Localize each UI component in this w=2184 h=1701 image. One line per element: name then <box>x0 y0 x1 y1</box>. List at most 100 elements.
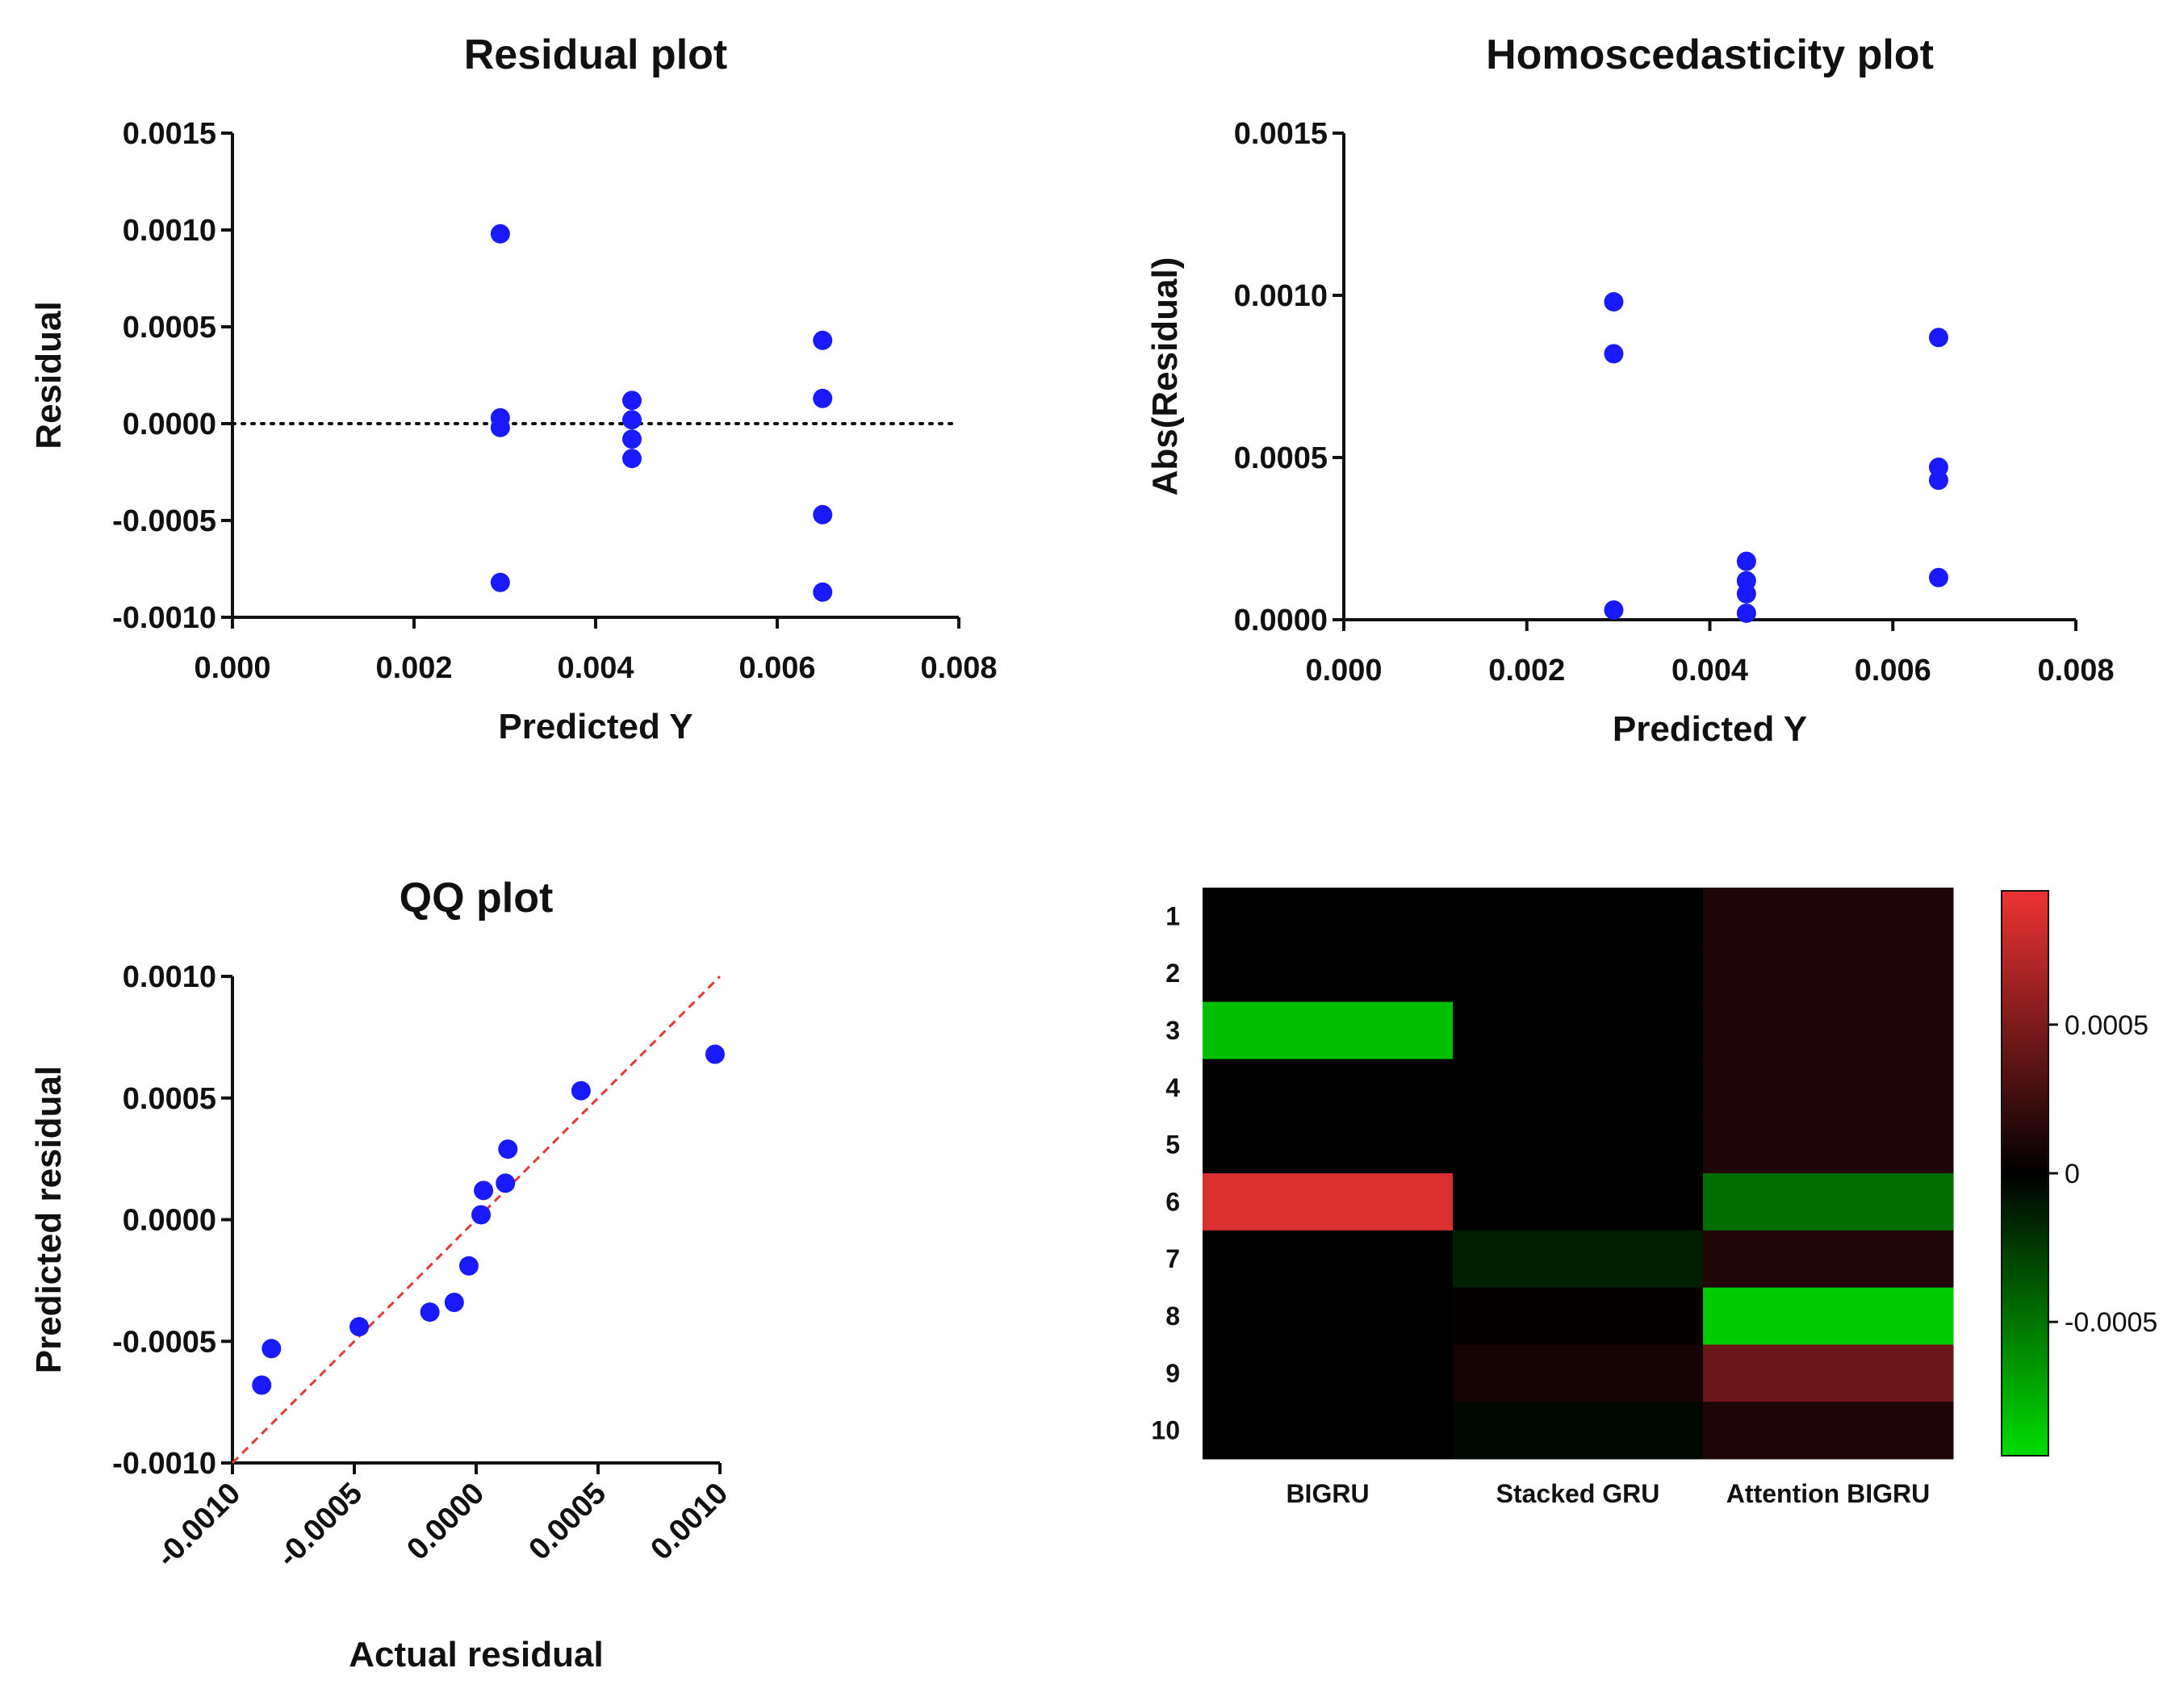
residual-point <box>622 391 642 411</box>
qq-plot-panel: QQ plot-0.0010-0.00050.00000.00050.0010-… <box>29 875 734 1674</box>
residual-x-tick-label: 0.000 <box>194 651 270 685</box>
residual-point <box>490 572 510 592</box>
residual-point <box>813 582 833 602</box>
homoscedasticity-point <box>1928 470 1948 491</box>
residual-y-tick-label: 0.0010 <box>123 214 216 248</box>
residual-point <box>490 224 510 244</box>
homoscedasticity-point <box>1604 600 1624 620</box>
heatmap-cell <box>1203 944 1454 1003</box>
qq-x-tick-label: 0.0000 <box>400 1477 491 1567</box>
qq-x-tick-label: 0.0010 <box>644 1477 734 1567</box>
heatmap-cell <box>1453 1287 1704 1345</box>
residual-y-tick-label: 0.0000 <box>123 407 216 441</box>
qq-point <box>571 1080 591 1101</box>
residual-x-tick-label: 0.008 <box>920 651 997 685</box>
heatmap-cell <box>1203 1287 1454 1345</box>
homoscedasticity-point <box>1928 328 1948 348</box>
homoscedasticity-point <box>1928 567 1948 587</box>
colorbar-tick-label: -0.0005 <box>2065 1307 2157 1338</box>
heatmap-row-label: 8 <box>1165 1302 1180 1331</box>
heatmap-cell <box>1453 1116 1704 1174</box>
homoscedasticity-point <box>1736 603 1756 623</box>
heatmap-panel: 1 2 3 4 5 6 7 8 9 10 BIGRU Stacked GRU Attention BIG… <box>1151 888 2157 1508</box>
heatmap-cell <box>1453 1173 1704 1231</box>
qq-x-label: Actual residual <box>349 1635 603 1674</box>
residual-point <box>622 449 642 469</box>
residual-y-tick-label: 0.0015 <box>123 117 216 151</box>
residual-point <box>622 429 642 449</box>
residual-y-tick-label: -0.0010 <box>112 601 216 635</box>
qq-title: QQ plot <box>400 875 554 922</box>
heatmap-cell <box>1203 1402 1454 1460</box>
homoscedasticity-x-tick-label: 0.002 <box>1488 654 1565 688</box>
homoscedasticity-x-label: Predicted Y <box>1613 709 1807 749</box>
heatmap-column-label: Stacked GRU <box>1496 1479 1660 1508</box>
residual-x-tick-label: 0.004 <box>557 651 634 685</box>
qq-point <box>471 1205 492 1225</box>
homoscedasticity-y-label: Abs(Residual) <box>1145 257 1185 496</box>
qq-point <box>705 1044 725 1064</box>
heatmap-row-label: 9 <box>1165 1359 1180 1388</box>
qq-point <box>261 1339 282 1359</box>
residual-point <box>622 410 642 430</box>
residual-point <box>813 504 833 525</box>
heatmap-row-label: 1 <box>1165 901 1180 930</box>
homoscedasticity-point <box>1736 551 1756 571</box>
qq-point <box>420 1302 440 1323</box>
heatmap-cell <box>1703 888 1954 946</box>
heatmap-cell <box>1203 888 1454 946</box>
qq-point <box>444 1293 464 1313</box>
homoscedasticity-x-tick-label: 0.006 <box>1855 654 1931 688</box>
residual-y-label: Residual <box>29 301 69 449</box>
heatmap-cell <box>1203 1116 1454 1174</box>
homoscedasticity-x-tick-label: 0.004 <box>1671 654 1748 688</box>
homoscedasticity-plot-panel: Homoscedasticity plot 0.0000 0.0005 0.0010 0… <box>1145 31 2115 749</box>
qq-x-tick-label: -0.0010 <box>150 1477 248 1574</box>
heatmap-cell <box>1453 1001 1704 1059</box>
qq-x-tick-label: 0.0005 <box>522 1477 613 1567</box>
homoscedasticity-x-tick-label: 0.008 <box>2037 654 2114 688</box>
homoscedasticity-y-tick-label: 0.0005 <box>1234 441 1328 475</box>
residual-plot-panel: Residual plot -0.0010 -0.0005 0.0000 0.0005 0… <box>29 31 998 746</box>
homoscedasticity-point <box>1604 292 1624 312</box>
heatmap-cell <box>1703 1287 1954 1345</box>
heatmap-column-label: BIGRU <box>1286 1479 1369 1508</box>
heatmap-cell <box>1453 1230 1704 1289</box>
qq-y-tick-label: 0.0010 <box>123 960 216 994</box>
qq-point <box>474 1181 494 1201</box>
heatmap-row-label: 3 <box>1165 1016 1180 1045</box>
colorbar-tick-label: 0 <box>2065 1159 2080 1189</box>
heatmap-row-label: 6 <box>1165 1187 1180 1216</box>
qq-y-tick-label: 0.0000 <box>123 1204 216 1238</box>
homoscedasticity-x-tick-label: 0.000 <box>1305 654 1382 688</box>
qq-y-tick-label: -0.0010 <box>112 1447 216 1481</box>
heatmap-cell <box>1203 1230 1454 1289</box>
heatmap-row-label: 10 <box>1151 1416 1180 1445</box>
heatmap-cell <box>1203 1001 1454 1059</box>
heatmap-cell <box>1703 1402 1954 1460</box>
heatmap-cell <box>1703 1230 1954 1289</box>
homoscedasticity-y-tick-label: 0.0000 <box>1234 604 1328 637</box>
heatmap-column-label: Attention BIGRU <box>1726 1479 1930 1508</box>
heatmap-cell <box>1203 1173 1454 1231</box>
homoscedasticity-point <box>1604 344 1624 364</box>
qq-x-tick-label: -0.0005 <box>272 1477 370 1574</box>
residual-point <box>490 417 510 437</box>
residual-y-tick-label: 0.0005 <box>123 311 216 345</box>
heatmap-row-label: 5 <box>1165 1131 1180 1160</box>
heatmap-cell <box>1703 1173 1954 1231</box>
residual-x-label: Predicted Y <box>498 707 692 746</box>
homoscedasticity-y-tick-label: 0.0010 <box>1234 279 1328 313</box>
colorbar-tick-label: 0.0005 <box>2065 1010 2148 1041</box>
heatmap-cell <box>1453 888 1704 946</box>
heatmap-row-label: 4 <box>1165 1073 1180 1102</box>
homoscedasticity-y-tick-label: 0.0015 <box>1234 117 1328 151</box>
heatmap-cell <box>1453 1059 1704 1117</box>
heatmap-cell <box>1453 944 1704 1003</box>
heatmap-cell <box>1703 1001 1954 1059</box>
residual-x-tick-label: 0.006 <box>738 651 815 685</box>
heatmap-cell <box>1453 1344 1704 1402</box>
heatmap-cell <box>1203 1344 1454 1402</box>
residual-x-tick-label: 0.002 <box>375 651 452 685</box>
